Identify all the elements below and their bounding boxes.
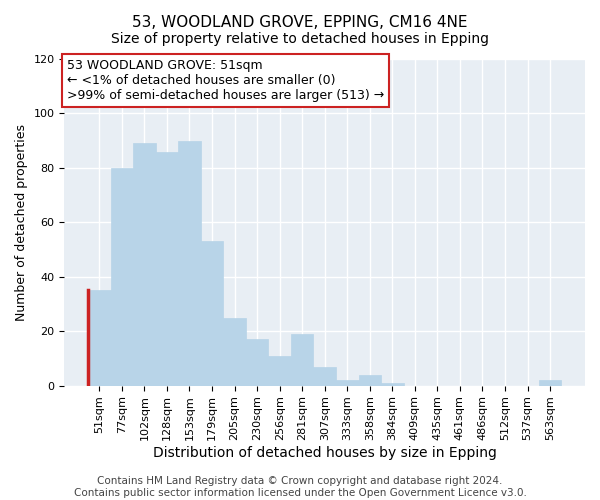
Bar [110,168,133,386]
Bar [133,144,155,386]
X-axis label: Distribution of detached houses by size in Epping: Distribution of detached houses by size … [153,446,497,460]
Bar [201,242,223,386]
Text: 53, WOODLAND GROVE, EPPING, CM16 4NE: 53, WOODLAND GROVE, EPPING, CM16 4NE [132,15,468,30]
Bar [291,334,313,386]
Text: 53 WOODLAND GROVE: 51sqm
← <1% of detached houses are smaller (0)
>99% of semi-d: 53 WOODLAND GROVE: 51sqm ← <1% of detach… [67,59,384,102]
Bar [539,380,562,386]
Bar [178,140,201,386]
Bar [268,356,291,386]
Y-axis label: Number of detached properties: Number of detached properties [15,124,28,321]
Bar [381,383,404,386]
Bar [313,366,336,386]
Bar [88,290,110,386]
Bar [246,340,268,386]
Bar [223,318,246,386]
Bar [336,380,359,386]
Text: Contains HM Land Registry data © Crown copyright and database right 2024.
Contai: Contains HM Land Registry data © Crown c… [74,476,526,498]
Bar [359,375,381,386]
Bar [155,152,178,386]
Text: Size of property relative to detached houses in Epping: Size of property relative to detached ho… [111,32,489,46]
